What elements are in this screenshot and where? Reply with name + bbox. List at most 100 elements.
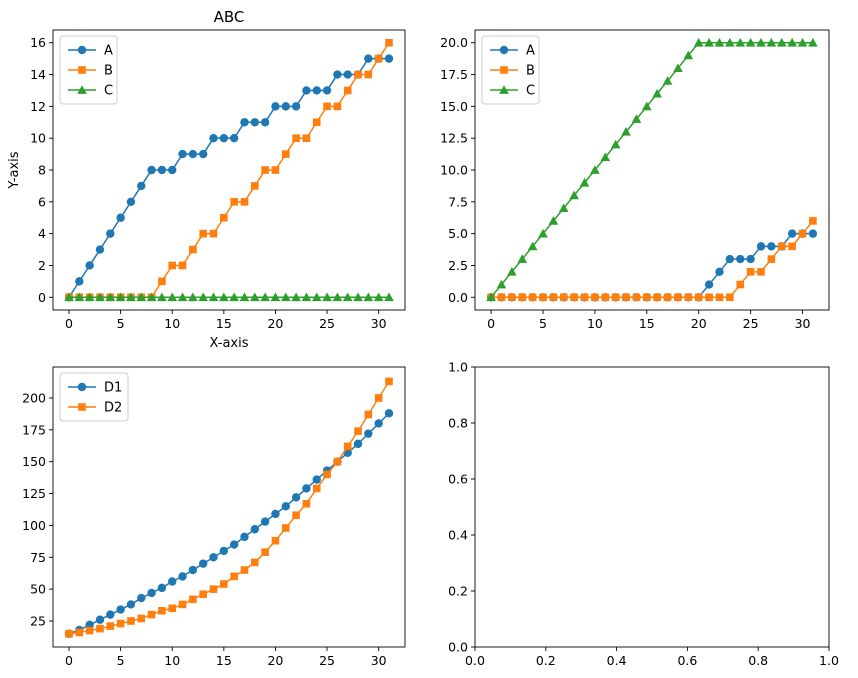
y-tick-label: 0.4 (448, 528, 468, 543)
x-tick-label: 25 (319, 653, 335, 668)
data-point-B-25 (746, 268, 755, 276)
data-point-C-14 (208, 292, 219, 302)
data-point-C-3 (95, 292, 105, 302)
x-tick-label: 15 (216, 316, 232, 331)
data-point-C-15 (219, 292, 229, 302)
data-point-B-24 (736, 280, 745, 289)
data-point-A-24 (312, 86, 321, 95)
data-point-B-7 (559, 293, 568, 302)
data-point-A-27 (343, 70, 352, 79)
data-point-D1-13 (198, 559, 208, 568)
data-point-D2-21 (281, 524, 290, 532)
data-point-B-13 (622, 293, 630, 302)
data-point-B-19 (684, 293, 693, 302)
data-point-B-4 (528, 293, 537, 302)
y-tick-label: 20.0 (440, 35, 468, 50)
data-point-A-25 (746, 254, 755, 264)
subplot-top-right: 0 5 10 15 20 25 30 0.0 2.5 5.0 7.5 10.0 12.5 15.0 17.5… (440, 29, 830, 331)
data-point-D2-18 (251, 558, 259, 567)
legend-label: C (526, 84, 535, 99)
data-point-B-21 (281, 150, 290, 158)
data-point-A-31 (808, 229, 818, 238)
y-tick-label: 25 (30, 614, 46, 629)
data-point-C-22 (291, 292, 301, 302)
data-point-B-27 (343, 86, 352, 95)
data-point-A-26 (333, 70, 342, 79)
y-tick-label: 7.5 (448, 194, 468, 209)
data-point-B-16 (230, 198, 238, 206)
data-point-A-23 (725, 254, 735, 264)
data-point-A-12 (188, 149, 198, 159)
y-tick-label: 10 (30, 131, 46, 146)
x-tick-label: 0 (487, 316, 495, 331)
x-tick-label: 25 (743, 316, 759, 331)
data-point-D2-17 (240, 566, 249, 574)
data-point-C-2 (84, 292, 95, 302)
data-point-B-30 (798, 229, 807, 238)
y-tick-label: 50 (30, 582, 46, 597)
series-A (486, 229, 818, 302)
data-point-D1-24 (312, 475, 321, 484)
data-point-D2-1 (75, 628, 84, 637)
data-point-D1-10 (168, 577, 177, 586)
data-point-C-17 (662, 76, 673, 85)
series-line-D1 (68, 412, 390, 635)
data-point-C-26 (332, 292, 343, 302)
data-point-D1-22 (291, 493, 301, 502)
legend-label: A (104, 44, 113, 59)
y-tick-label: 6 (38, 194, 46, 209)
data-point-B-20 (271, 166, 280, 174)
data-point-A-6 (126, 197, 136, 207)
legend-marker-B (500, 66, 508, 74)
data-point-B-27 (767, 255, 776, 263)
data-point-D2-27 (343, 442, 352, 451)
data-point-A-14 (209, 133, 218, 143)
data-point-A-2 (85, 261, 94, 270)
data-point-B-17 (240, 198, 249, 206)
data-point-C-0 (486, 292, 496, 302)
data-point-C-0 (64, 292, 74, 302)
data-point-C-22 (714, 37, 725, 47)
data-point-C-7 (136, 292, 147, 302)
data-point-C-23 (725, 37, 735, 47)
data-point-D2-19 (261, 548, 269, 556)
data-point-D1-23 (302, 484, 311, 493)
x-tick-label: 30 (795, 316, 811, 331)
data-point-C-23 (301, 292, 312, 302)
y-tick-label: 0.6 (448, 472, 468, 487)
data-point-B-11 (601, 293, 610, 302)
legend-label: D1 (104, 381, 122, 396)
data-point-D1-31 (384, 409, 394, 418)
legend: ABC (59, 35, 118, 105)
data-point-D1-7 (137, 593, 146, 603)
data-point-C-1 (496, 279, 507, 289)
data-point-D1-8 (147, 588, 156, 598)
x-tick-label: 5 (539, 316, 547, 331)
x-tick-label: 0.4 (607, 653, 627, 668)
y-tick-label: 14 (30, 67, 46, 82)
series-C (64, 292, 394, 302)
y-tick-label: 75 (30, 550, 46, 565)
data-point-A-19 (260, 118, 270, 127)
x-tick-label: 10 (164, 316, 180, 331)
data-point-D1-20 (271, 509, 280, 519)
data-point-D1-11 (178, 572, 187, 581)
legend-entry-B: B (68, 64, 113, 79)
data-point-C-12 (610, 139, 621, 149)
data-point-C-27 (342, 292, 353, 302)
y-tick-label: 2.5 (448, 258, 468, 273)
data-point-C-17 (239, 292, 250, 302)
subplot-top-left: 0 5 10 15 20 25 30 0 2 4 6 8 10 12 14 16 ABC X-axis Y-axis… (7, 8, 406, 351)
data-point-C-31 (384, 292, 394, 302)
data-point-C-25 (322, 292, 332, 302)
data-point-A-4 (106, 229, 115, 238)
legend-entry-D2: D2 (68, 401, 122, 416)
data-point-C-8 (146, 292, 157, 302)
x-tick-label: 0 (65, 316, 73, 331)
data-point-B-15 (220, 213, 228, 222)
data-point-C-4 (105, 292, 116, 302)
data-point-A-1 (75, 277, 84, 286)
data-point-D2-31 (385, 377, 393, 386)
